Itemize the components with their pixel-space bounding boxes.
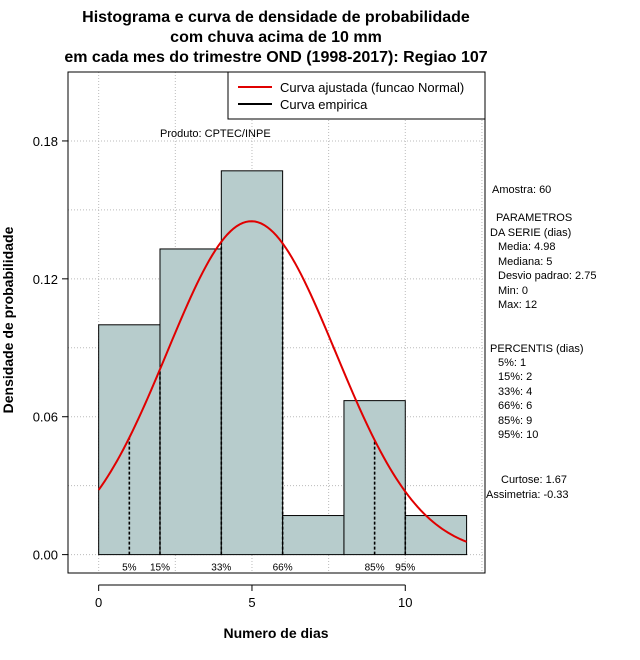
p66-label: 66%: 6 [498, 400, 532, 412]
y-axis-tick-label: 0.18 [33, 134, 58, 149]
curtose-label: Curtose: 1.67 [501, 474, 567, 486]
legend-label-empirical: Curva empirica [280, 97, 368, 112]
normal-curve-line [97, 220, 467, 543]
x-axis-label: Numero de dias [223, 625, 328, 641]
histogram-bar [159, 248, 222, 556]
min-label: Min: 0 [498, 285, 528, 297]
p33-label: 33%: 4 [498, 386, 532, 398]
desvio-label: Desvio padrao: 2.75 [498, 270, 596, 282]
p15-label: 15%: 2 [498, 371, 532, 383]
percentile-markers: 5% 15% 33% 66% 85% 95% [122, 241, 415, 574]
mediana-label: Mediana: 5 [498, 256, 552, 268]
produto-label: Produto: CPTEC/INPE [160, 128, 271, 140]
normal-curve [97, 220, 467, 543]
y-axis-tick-label: 0.12 [33, 272, 58, 287]
x-axis-tick-label: 10 [398, 595, 412, 610]
legend-box [227, 71, 486, 120]
percentile-marker-label: 66% [273, 563, 293, 574]
histogram-bar [282, 515, 345, 556]
p5-label: 5%: 1 [498, 357, 526, 369]
histogram-bar [220, 170, 284, 556]
percentile-marker-label: 15% [150, 563, 170, 574]
max-label: Max: 12 [498, 299, 537, 311]
media-label: Media: 4.98 [498, 241, 555, 253]
x-axis-tick-label: 5 [248, 595, 255, 610]
p95-label: 95%: 10 [498, 429, 538, 441]
histogram-bar [404, 515, 468, 556]
parametros-title-1: PARAMETROS [496, 212, 572, 224]
y-axis-tick-label: 0.06 [33, 410, 58, 425]
x-axis-tick-label: 0 [95, 595, 102, 610]
chart-title-line-3: em cada mes do trimestre OND (1998-2017)… [64, 49, 487, 66]
percentile-marker-label: 5% [122, 563, 137, 574]
parametros-title-2: DA SERIE (dias) [490, 227, 571, 239]
percentile-marker-label: 85% [365, 563, 385, 574]
percentis-title: PERCENTIS (dias) [490, 343, 584, 355]
legend: Curva ajustada (funcao Normal) Curva emp… [227, 71, 486, 120]
y-axis-label: Densidade de probabilidade [0, 226, 16, 413]
y-axis-tick-label: 0.00 [33, 548, 58, 563]
chart-title-line-2: com chuva acima de 10 mm [170, 29, 382, 46]
assimetria-label: Assimetria: -0.33 [486, 489, 569, 501]
legend-label-fit: Curva ajustada (funcao Normal) [280, 80, 464, 95]
percentile-marker-label: 33% [211, 563, 231, 574]
percentile-marker-label: 95% [395, 563, 415, 574]
p85-label: 85%: 9 [498, 415, 532, 427]
chart-title-line-1: Histograma e curva de densidade de proba… [82, 9, 470, 26]
axes: 0.00 0.06 0.12 0.18 0 5 10 [33, 134, 413, 610]
amostra-label: Amostra: 60 [492, 184, 551, 196]
